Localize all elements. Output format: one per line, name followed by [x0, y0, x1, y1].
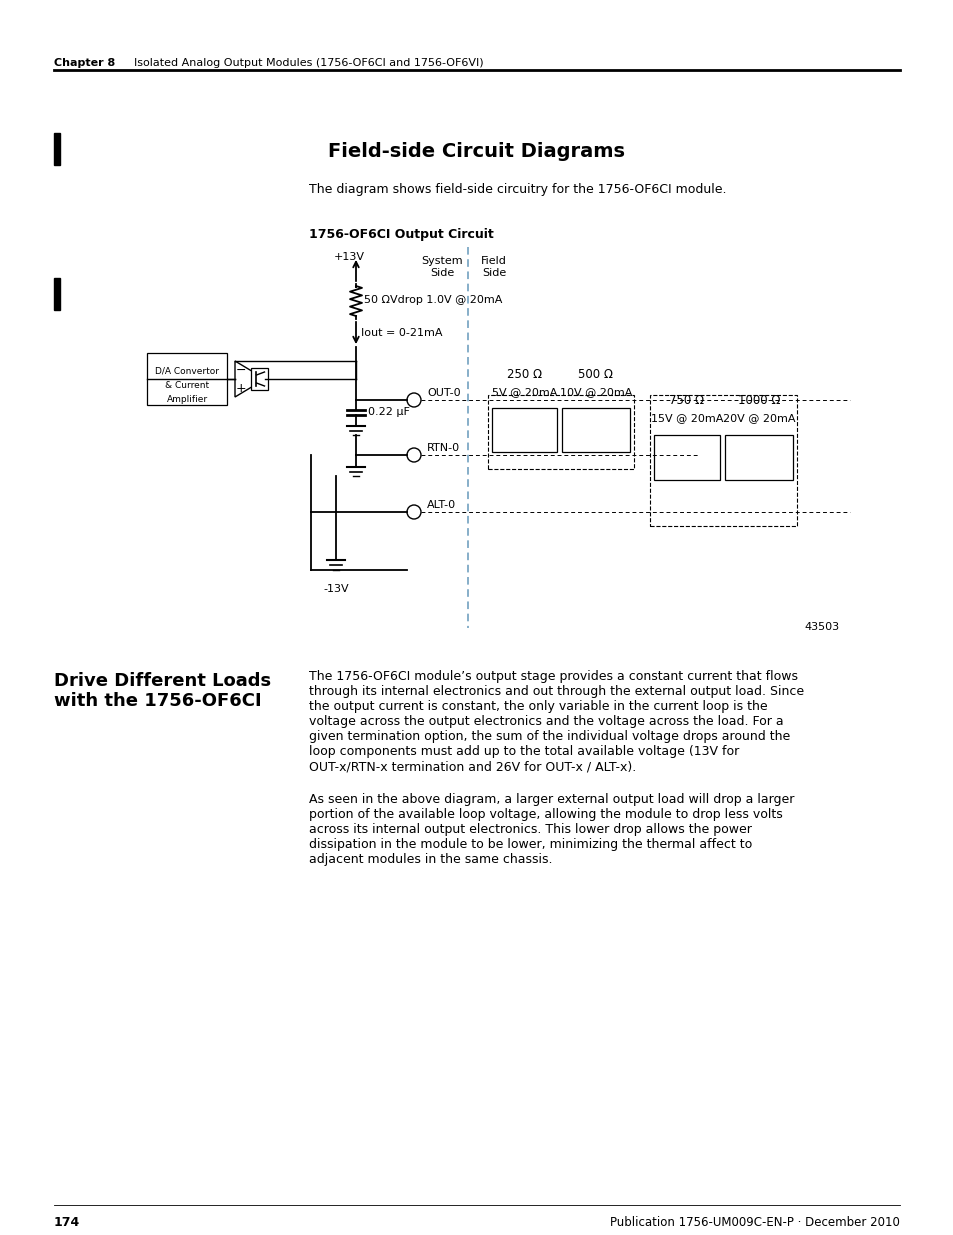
Circle shape: [407, 393, 420, 408]
Text: across its internal output electronics. This lower drop allows the power: across its internal output electronics. …: [309, 823, 751, 836]
Text: As seen in the above diagram, a larger external output load will drop a larger: As seen in the above diagram, a larger e…: [309, 793, 794, 806]
Text: & Current: & Current: [165, 382, 209, 390]
Bar: [649, 395, 796, 526]
Text: through its internal electronics and out through the external output load. Since: through its internal electronics and out…: [309, 685, 803, 698]
Text: given termination option, the sum of the individual voltage drops around the: given termination option, the sum of the…: [309, 730, 789, 743]
Bar: [54, 133, 60, 165]
Text: −: −: [235, 363, 246, 377]
Text: Side: Side: [481, 268, 506, 278]
Text: Isolated Analog Output Modules (1756-OF6CI and 1756-OF6VI): Isolated Analog Output Modules (1756-OF6…: [133, 58, 483, 68]
Text: OUT-0: OUT-0: [427, 388, 460, 398]
Text: System: System: [420, 256, 462, 266]
Text: 250 Ω: 250 Ω: [506, 368, 541, 382]
Text: ALT-0: ALT-0: [427, 500, 456, 510]
Circle shape: [407, 505, 420, 519]
Text: adjacent modules in the same chassis.: adjacent modules in the same chassis.: [309, 853, 552, 866]
Text: RTN-0: RTN-0: [427, 443, 459, 453]
Text: 750 Ω: 750 Ω: [669, 394, 704, 408]
Text: The diagram shows field-side circuitry for the 1756-OF6CI module.: The diagram shows field-side circuitry f…: [309, 183, 726, 196]
Text: 10V @ 20mA: 10V @ 20mA: [559, 387, 632, 396]
Bar: [492, 408, 557, 452]
Text: 1000 Ω: 1000 Ω: [737, 394, 780, 408]
Text: loop components must add up to the total available voltage (13V for: loop components must add up to the total…: [309, 745, 739, 758]
Text: OUT-x/RTN-x termination and 26V for OUT-x / ALT-x).: OUT-x/RTN-x termination and 26V for OUT-…: [309, 760, 636, 773]
Text: 43503: 43503: [804, 622, 840, 632]
Text: Field: Field: [480, 256, 506, 266]
Text: dissipation in the module to be lower, minimizing the thermal affect to: dissipation in the module to be lower, m…: [309, 839, 752, 851]
Text: +13V: +13V: [334, 252, 365, 262]
Text: Chapter 8: Chapter 8: [54, 58, 115, 68]
Text: voltage across the output electronics and the voltage across the load. For a: voltage across the output electronics an…: [309, 715, 782, 727]
Bar: [488, 395, 634, 469]
Text: Publication 1756-UM009C-EN-P · December 2010: Publication 1756-UM009C-EN-P · December …: [610, 1216, 899, 1229]
Text: -13V: -13V: [323, 584, 349, 594]
Text: Iout = 0-21mA: Iout = 0-21mA: [360, 329, 442, 338]
Circle shape: [407, 448, 420, 462]
Bar: [654, 435, 720, 480]
Bar: [251, 368, 268, 390]
Text: 50 ΩVdrop 1.0V @ 20mA: 50 ΩVdrop 1.0V @ 20mA: [364, 295, 502, 305]
Text: 20V @ 20mA: 20V @ 20mA: [722, 414, 795, 424]
Bar: [724, 435, 792, 480]
Text: with the 1756-OF6CI: with the 1756-OF6CI: [54, 692, 261, 710]
Text: D/A Convertor: D/A Convertor: [154, 367, 219, 375]
Polygon shape: [234, 361, 265, 396]
Text: Side: Side: [430, 268, 454, 278]
Bar: [561, 408, 629, 452]
Text: +: +: [235, 382, 246, 394]
Text: 500 Ω: 500 Ω: [578, 368, 613, 382]
Text: Drive Different Loads: Drive Different Loads: [54, 672, 271, 690]
Text: Field-side Circuit Diagrams: Field-side Circuit Diagrams: [328, 142, 625, 161]
Text: The 1756-OF6CI module’s output stage provides a constant current that flows: The 1756-OF6CI module’s output stage pro…: [309, 671, 797, 683]
Text: Amplifier: Amplifier: [166, 395, 208, 404]
Text: 174: 174: [54, 1216, 80, 1229]
Text: the output current is constant, the only variable in the current loop is the: the output current is constant, the only…: [309, 700, 767, 713]
Text: 15V @ 20mA: 15V @ 20mA: [650, 414, 722, 424]
Bar: [54, 278, 60, 310]
Text: portion of the available loop voltage, allowing the module to drop less volts: portion of the available loop voltage, a…: [309, 808, 781, 821]
Text: 0.22 μF: 0.22 μF: [368, 408, 410, 417]
Text: 1756-OF6CI Output Circuit: 1756-OF6CI Output Circuit: [309, 228, 494, 241]
Bar: [147, 353, 227, 405]
Text: 5V @ 20mA: 5V @ 20mA: [492, 387, 557, 396]
